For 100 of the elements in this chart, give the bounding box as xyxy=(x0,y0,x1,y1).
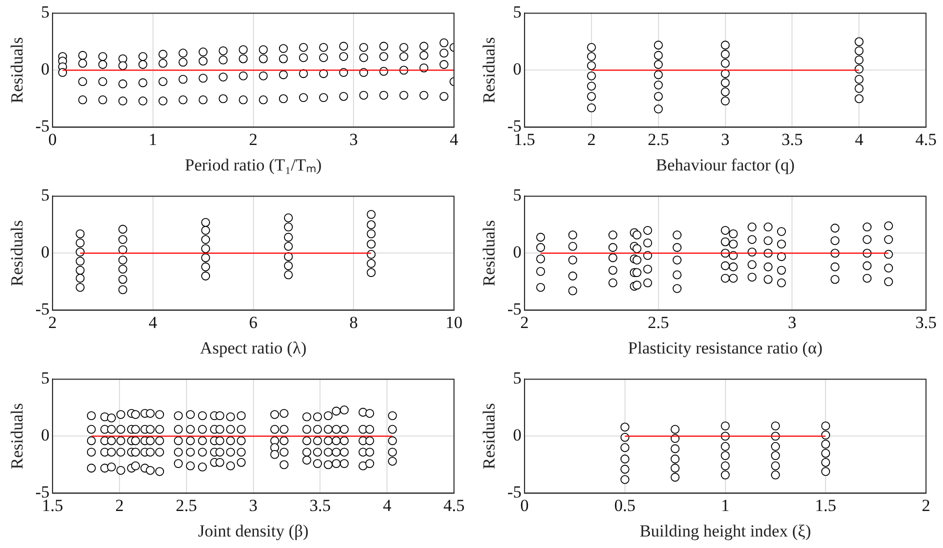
x-tick-label: 0.5 xyxy=(614,496,636,515)
point xyxy=(284,213,293,222)
point xyxy=(854,94,864,104)
y-tick-label: 5 xyxy=(513,2,522,22)
point xyxy=(366,240,376,249)
point xyxy=(201,262,210,272)
point xyxy=(854,84,864,93)
point xyxy=(118,224,128,234)
point xyxy=(821,440,830,449)
x-axis-title: Building height index (ξ) xyxy=(640,521,811,540)
point xyxy=(854,37,864,46)
x-tick-label: 2.5 xyxy=(176,496,197,515)
y-tick-label: 0 xyxy=(41,242,50,262)
x-tick-label: 4.5 xyxy=(915,130,937,149)
point xyxy=(670,454,680,464)
y-tick-label: 0 xyxy=(513,242,522,262)
point xyxy=(654,60,663,69)
point xyxy=(854,55,864,64)
y-tick-label: 0 xyxy=(513,426,522,445)
point xyxy=(118,264,128,274)
y-tick-label: -5 xyxy=(35,116,50,136)
point xyxy=(366,268,376,278)
y-tick-label: 5 xyxy=(41,368,50,388)
point xyxy=(201,226,210,235)
x-tick-label: 3 xyxy=(721,130,730,149)
point xyxy=(771,451,780,460)
point xyxy=(201,272,210,280)
point xyxy=(76,256,85,266)
x-axis-title: Behaviour factor (q) xyxy=(656,155,795,174)
x-tick-label: 4 xyxy=(382,496,392,515)
point xyxy=(284,242,293,251)
y-tick-label: -5 xyxy=(507,300,522,319)
x-tick-label: 1 xyxy=(721,496,730,515)
point xyxy=(654,104,663,114)
point xyxy=(821,467,830,476)
y-axis-title: Residuals xyxy=(8,220,27,286)
point xyxy=(720,50,730,59)
x-tick-label: 2 xyxy=(48,312,57,332)
point xyxy=(720,442,730,451)
point xyxy=(654,92,663,101)
y-tick-label: -5 xyxy=(507,482,522,502)
point xyxy=(284,261,293,270)
point xyxy=(366,229,376,238)
point xyxy=(201,253,210,262)
point xyxy=(771,442,780,451)
point xyxy=(720,421,730,430)
x-tick-label: 2 xyxy=(520,312,529,332)
y-tick-label: 5 xyxy=(513,368,522,388)
x-tick-label: 3.5 xyxy=(915,312,937,332)
x-tick-label: 3 xyxy=(249,496,258,515)
x-tick-label: 2.5 xyxy=(648,130,669,149)
point xyxy=(587,82,596,91)
x-tick-label: 1 xyxy=(148,130,158,149)
point xyxy=(771,470,780,480)
point xyxy=(654,40,663,50)
point xyxy=(854,46,864,56)
x-tick-label: 2.5 xyxy=(648,312,669,332)
point xyxy=(654,80,663,90)
point xyxy=(620,454,630,464)
x-tick-label: 3 xyxy=(788,312,796,332)
point xyxy=(284,270,293,280)
point xyxy=(76,274,85,283)
point xyxy=(76,266,85,275)
y-axis-title: Residuals xyxy=(8,37,27,104)
x-tick-label: 3 xyxy=(349,130,358,149)
x-tick-label: 4 xyxy=(450,130,459,149)
point xyxy=(720,78,730,88)
point xyxy=(654,50,663,60)
x-tick-label: 10 xyxy=(446,312,462,332)
y-tick-label: 5 xyxy=(41,186,50,205)
x-tick-label: 4 xyxy=(854,130,864,149)
point xyxy=(620,422,630,432)
point xyxy=(587,103,596,112)
x-tick-label: 4 xyxy=(148,312,158,332)
y-tick-label: 5 xyxy=(513,186,522,205)
point xyxy=(587,42,596,52)
point xyxy=(821,458,830,467)
point xyxy=(670,444,680,454)
point xyxy=(670,472,680,482)
point xyxy=(201,218,210,227)
y-tick-label: 0 xyxy=(513,60,522,79)
x-tick-label: 2 xyxy=(922,496,930,515)
point xyxy=(76,229,85,238)
point xyxy=(720,461,730,470)
point xyxy=(587,92,596,101)
point xyxy=(118,235,128,244)
point xyxy=(201,244,210,254)
point xyxy=(284,222,293,232)
y-tick-label: 0 xyxy=(41,60,50,79)
point xyxy=(670,464,680,473)
point xyxy=(118,274,128,284)
point xyxy=(720,40,730,50)
point xyxy=(720,470,730,480)
point xyxy=(366,259,376,268)
point xyxy=(587,52,596,61)
x-tick-label: 4.5 xyxy=(443,496,465,515)
x-axis-title: Aspect ratio (λ) xyxy=(200,338,306,358)
point xyxy=(620,443,630,452)
point xyxy=(620,475,630,484)
x-tick-label: 6 xyxy=(249,312,258,332)
